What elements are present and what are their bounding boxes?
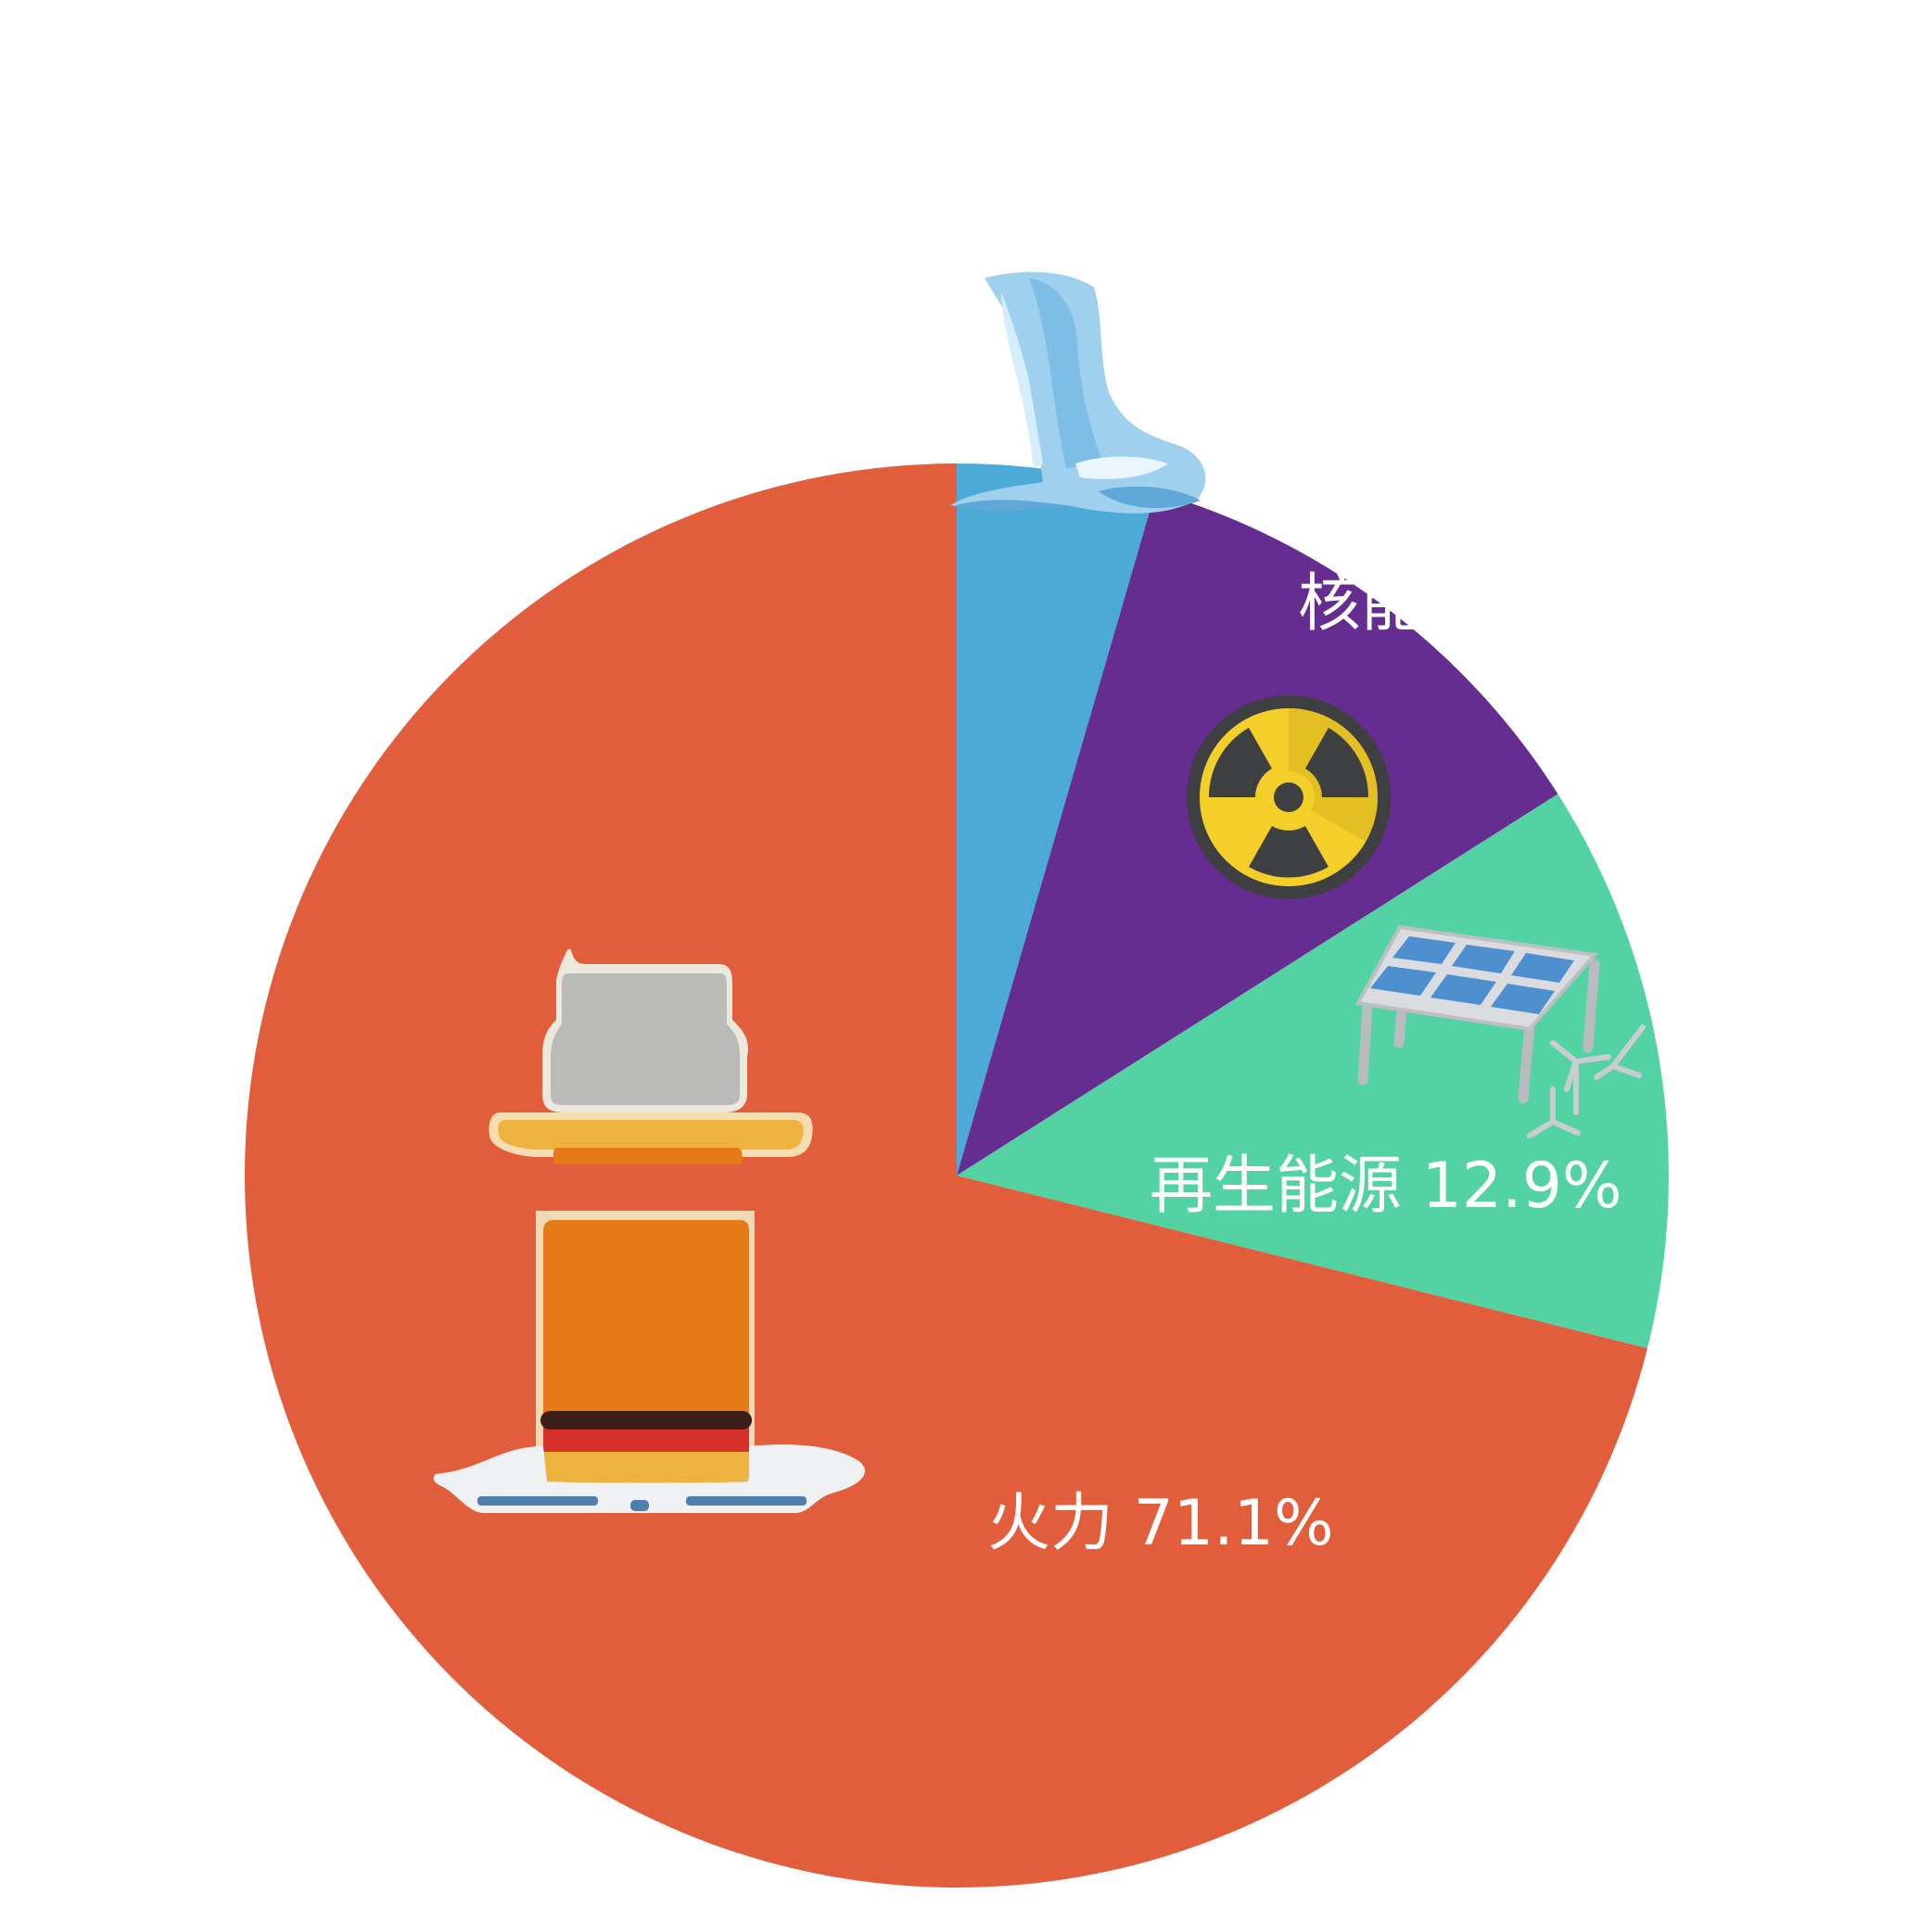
slice-label-renewable: 再生能源 12.9% <box>1150 1150 1622 1223</box>
pie-slice-renewable <box>957 794 1669 1349</box>
power-plant-icon <box>433 948 865 1513</box>
pie-slices <box>244 464 1669 1888</box>
radiation-icon <box>1187 695 1391 899</box>
slice-labels: 核能 再生能源 12.9% 火力 71.1% <box>987 567 1622 1560</box>
slice-label-nuclear: 核能 <box>1298 567 1424 641</box>
pie-slice-thermal <box>244 464 1648 1888</box>
waterfall-icon <box>950 272 1206 514</box>
solar-panel-wind-turbine-icon <box>1354 924 1646 1138</box>
pie-slice-hydro <box>957 464 1156 1176</box>
slice-label-thermal: 火力 71.1% <box>987 1487 1334 1560</box>
